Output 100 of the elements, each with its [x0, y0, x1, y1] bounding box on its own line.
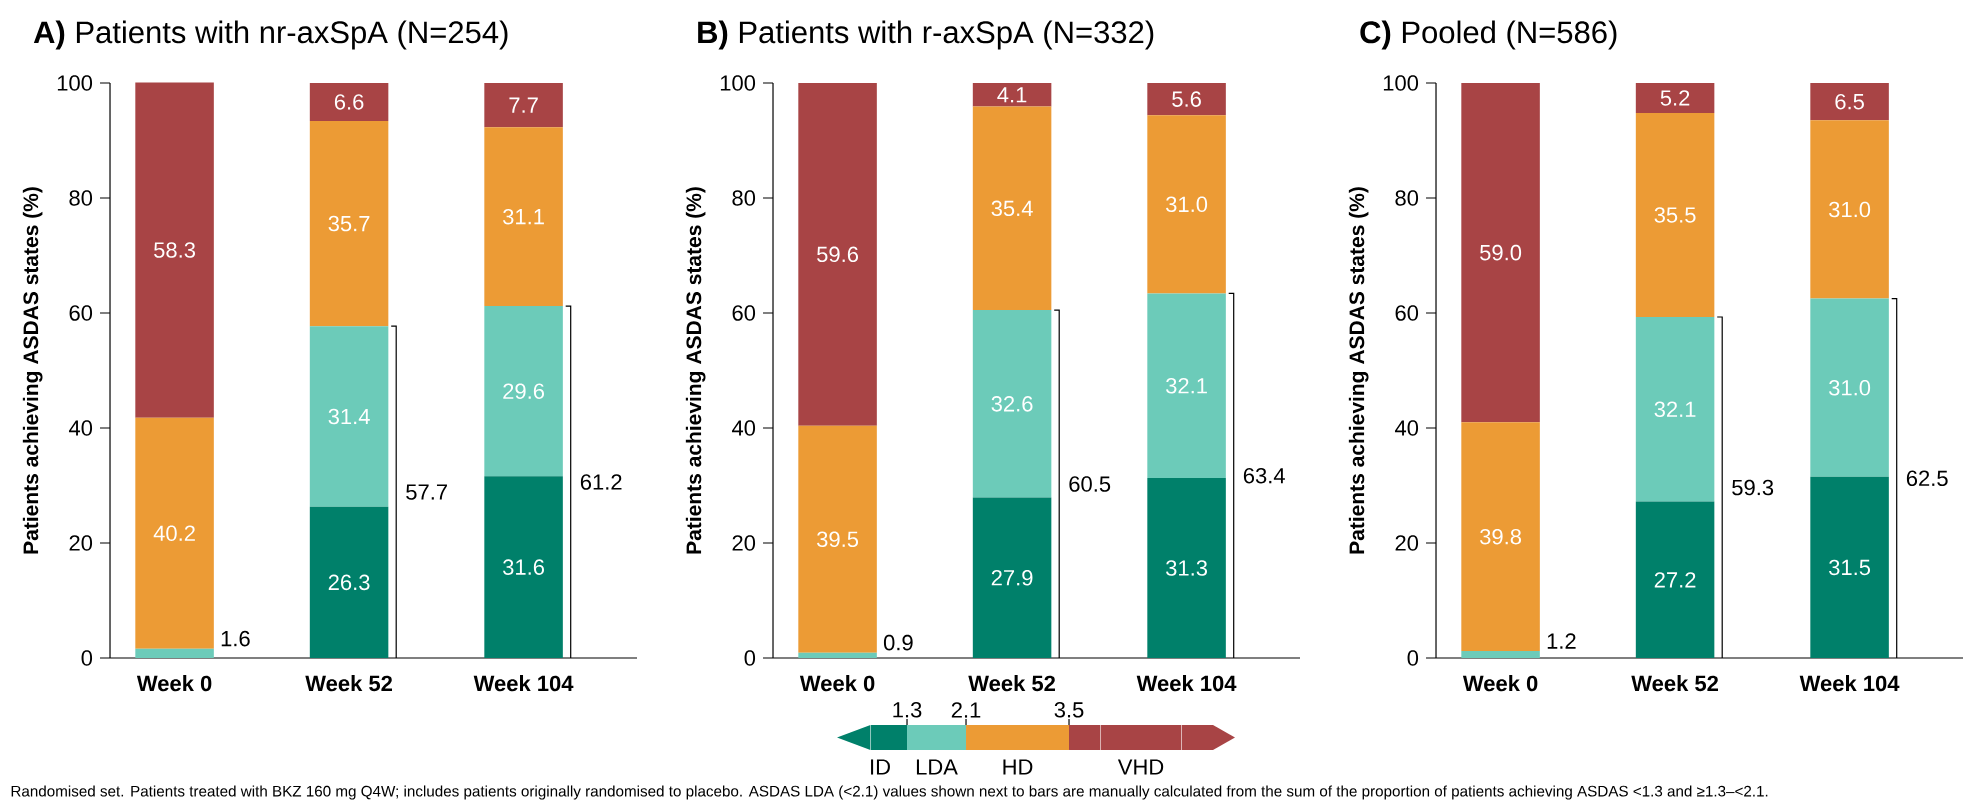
- y-tick-label: 80: [69, 190, 93, 206]
- data-label: 6.5: [1835, 93, 1864, 110]
- x-tick-label: Week 104: [1799, 675, 1900, 692]
- bar: [309, 506, 389, 658]
- bar: [798, 425, 877, 653]
- x-tick-label: Week 52: [305, 675, 392, 692]
- data-label: 31.0: [1829, 201, 1871, 218]
- data-label: 31.3: [1166, 560, 1208, 576]
- bar: [1147, 293, 1226, 479]
- annotation: 59.3: [1732, 479, 1774, 496]
- y-tick-label: 20: [69, 535, 93, 551]
- data-label: 39.8: [1480, 528, 1522, 545]
- y-tick-label: 20: [1395, 535, 1419, 551]
- bar: [972, 497, 1052, 658]
- text: Randomised set. Patients treated with BKZ 160 mg Q4W; includes patients originally randomised to placebo. ASDAS LDA (<2.1) values shown next to bars are manually calculated from the sum of the proportion of patients achieving ASDAS <1.3 and ≥1.3–<2.1.: [11, 785, 1768, 800]
- data-label: 35.7: [328, 215, 370, 232]
- y-tick-label: 0: [1407, 650, 1419, 666]
- bar: [484, 306, 563, 477]
- data-label: 31.5: [1829, 559, 1871, 576]
- y-tick-label: 60: [732, 305, 756, 321]
- legend-label: ID: [871, 759, 890, 775]
- legend-label: VHD: [1117, 759, 1164, 775]
- y-axis-title: Patients achieving ASDAS states (%): [22, 187, 43, 554]
- legend-label: LDA: [916, 759, 958, 775]
- data-label: 27.9: [991, 570, 1033, 586]
- bar: [1461, 82, 1540, 423]
- bar: [1810, 298, 1889, 477]
- bar: [1810, 120, 1889, 299]
- x-tick-label: Week 104: [1136, 675, 1237, 692]
- chart-title: A) Patients with nr-axSpA (N=254): [33, 20, 508, 50]
- data-label: 4.1: [997, 87, 1027, 103]
- legend-label: HD: [1003, 759, 1033, 775]
- y-tick-label: 40: [731, 420, 756, 436]
- bar: [1635, 112, 1715, 318]
- data-label: 26.3: [328, 574, 370, 591]
- bar: [798, 652, 877, 658]
- x-tick-label: Week 0: [136, 675, 212, 692]
- bar: [972, 106, 1052, 311]
- bar: [1461, 651, 1540, 658]
- y-axis-title: Patients achieving ASDAS states (%): [685, 187, 706, 554]
- data-label: 39.5: [817, 531, 859, 548]
- bar: [1635, 317, 1715, 502]
- data-label: 31.4: [328, 408, 370, 425]
- bar: [309, 82, 389, 121]
- data-label: 5.6: [1172, 91, 1201, 107]
- bar: [484, 127, 563, 307]
- x-tick-label: Week 0: [1462, 675, 1538, 692]
- bar: [798, 82, 877, 426]
- y-tick-label: 0: [81, 650, 93, 666]
- y-tick-label: 20: [732, 535, 756, 551]
- annotation: 0.9: [883, 634, 913, 651]
- data-label: 27.2: [1654, 572, 1696, 588]
- x-tick-label: Week 52: [1631, 675, 1719, 692]
- data-label: 31.0: [1166, 196, 1208, 213]
- annotation: 1.2: [1547, 633, 1576, 649]
- x-tick-label: Week 52: [968, 675, 1055, 692]
- y-axis-title: Patients achieving ASDAS states (%): [1348, 187, 1369, 554]
- bar: [135, 82, 214, 418]
- y-tick-label: 80: [732, 190, 756, 206]
- bar: [1635, 82, 1715, 113]
- bar: [135, 417, 214, 649]
- bar: [1147, 82, 1226, 116]
- text: 1.3: [893, 702, 922, 718]
- y-tick-label: 80: [1395, 190, 1419, 206]
- data-label: 32.6: [991, 396, 1033, 412]
- bar: [1810, 82, 1889, 121]
- data-label: 59.0: [1480, 244, 1522, 261]
- y-tick-label: 100: [720, 75, 756, 91]
- bar: [972, 82, 1052, 107]
- x-tick-label: Week 0: [799, 675, 875, 692]
- x-tick-label: Week 104: [473, 675, 574, 692]
- data-label: 5.2: [1660, 90, 1690, 106]
- annotation: 63.4: [1243, 467, 1285, 484]
- data-label: 40.2: [153, 525, 195, 541]
- bar: [972, 310, 1052, 498]
- y-tick-label: 100: [1383, 75, 1419, 91]
- y-tick-label: 40: [1394, 420, 1419, 436]
- bar: [484, 82, 563, 128]
- data-label: 6.6: [334, 94, 364, 110]
- data-label: 31.1: [503, 208, 544, 225]
- data-label: 31.0: [1829, 379, 1871, 396]
- y-tick-label: 60: [69, 305, 93, 321]
- bar: [309, 326, 389, 507]
- text: 2.1: [951, 702, 981, 718]
- annotation: 60.5: [1069, 476, 1111, 492]
- y-tick-label: 60: [1395, 305, 1419, 321]
- data-label: 29.6: [503, 383, 545, 399]
- data-label: 32.1: [1654, 401, 1696, 418]
- annotation: 62.5: [1906, 470, 1948, 487]
- bar: [135, 648, 214, 658]
- bar: [1461, 422, 1540, 652]
- data-label: 59.6: [817, 246, 859, 263]
- y-tick-label: 40: [68, 420, 93, 436]
- data-label: 58.3: [154, 242, 196, 258]
- bar: [484, 476, 563, 658]
- bar: [1810, 476, 1889, 658]
- y-tick-label: 0: [744, 650, 756, 666]
- bar: [1147, 478, 1226, 658]
- data-label: 35.5: [1654, 207, 1696, 223]
- bar: [1635, 501, 1715, 658]
